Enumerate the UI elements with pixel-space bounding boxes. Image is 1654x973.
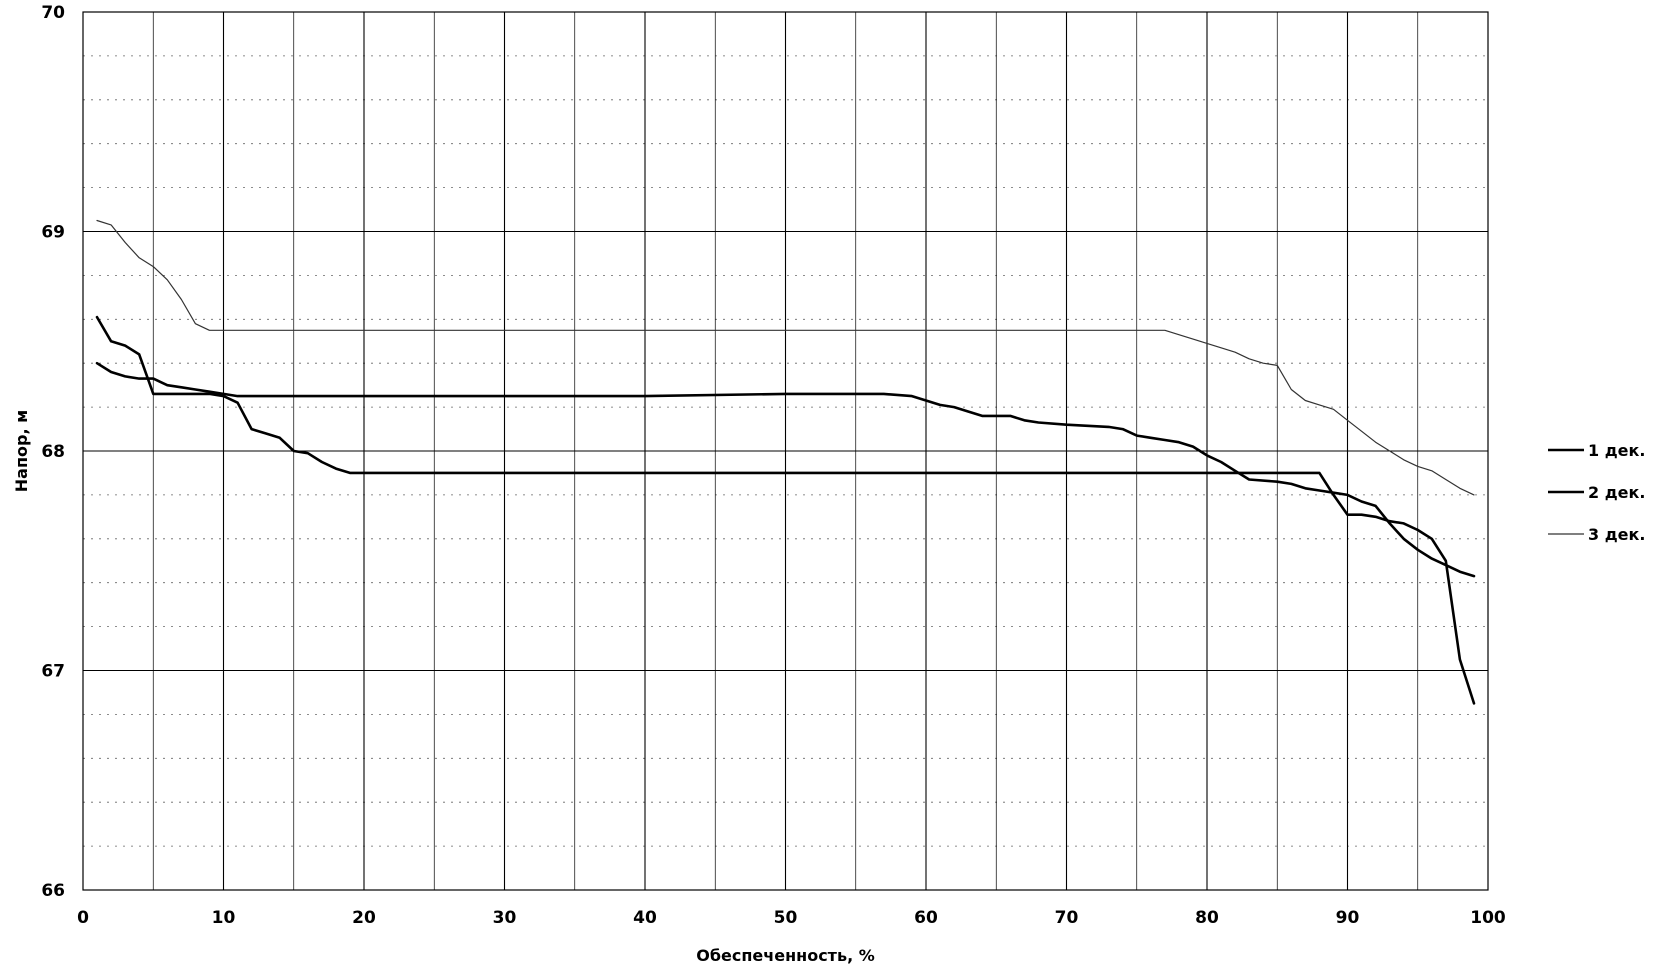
x-axis-title: Обеспеченность, % xyxy=(696,946,875,965)
x-tick-label: 0 xyxy=(77,908,89,928)
series-line-3 xyxy=(96,219,1475,496)
legend-label-3: 3 дек. xyxy=(1588,525,1645,544)
x-tick-label: 40 xyxy=(633,908,657,928)
x-tick-label: 100 xyxy=(1470,908,1506,928)
series-lines xyxy=(95,219,1476,705)
major-gridlines xyxy=(83,12,1488,890)
x-tick-label: 60 xyxy=(914,908,938,928)
x-tick-label: 80 xyxy=(1195,908,1219,928)
y-tick-label: 70 xyxy=(41,3,65,23)
x-tick-label: 90 xyxy=(1336,908,1360,928)
legend-label-1: 1 дек. xyxy=(1588,441,1645,460)
y-tick-label: 67 xyxy=(41,662,65,682)
plot-area-frame xyxy=(82,11,1489,891)
x-tick-label: 30 xyxy=(493,908,517,928)
x-axis-tick-labels: 0 10 20 30 40 50 60 70 80 90 100 xyxy=(77,908,1506,928)
legend: 1 дек. 2 дек. 3 дек. xyxy=(1548,441,1645,544)
y-axis-title: Напор, м xyxy=(12,410,31,492)
x-tick-label: 10 xyxy=(212,908,236,928)
x-tick-label: 50 xyxy=(774,908,798,928)
y-tick-label: 68 xyxy=(41,442,65,462)
series-line-2 xyxy=(95,315,1476,705)
x-tick-label: 70 xyxy=(1055,908,1079,928)
legend-label-2: 2 дек. xyxy=(1588,483,1645,502)
y-tick-label: 66 xyxy=(41,881,65,901)
x-tick-label: 20 xyxy=(352,908,376,928)
series-line-1 xyxy=(95,361,1476,578)
y-tick-label: 69 xyxy=(41,223,65,243)
y-axis-tick-labels: 66 67 68 69 70 xyxy=(41,3,65,901)
